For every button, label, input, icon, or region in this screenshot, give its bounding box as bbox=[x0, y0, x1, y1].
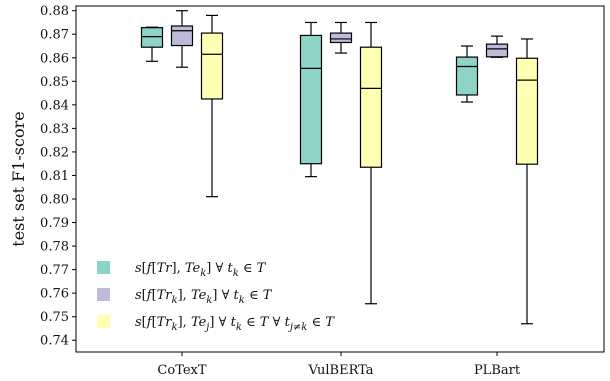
box-3-vulberta bbox=[359, 21, 383, 305]
box-iqr bbox=[485, 43, 509, 58]
y-tick-label: 0.86 bbox=[40, 51, 69, 66]
y-axis-label: test set F1-score bbox=[9, 111, 28, 246]
box-iqr bbox=[515, 57, 539, 165]
y-tick-label: 0.83 bbox=[40, 122, 69, 137]
legend-label: s[f[Trk​], Tek​] ∀ tk​ ∈ T bbox=[135, 288, 273, 306]
y-tick-label: 0.75 bbox=[40, 310, 69, 325]
box-iqr bbox=[170, 25, 194, 47]
legend-swatch bbox=[97, 315, 110, 328]
x-tick-label: CoTexT bbox=[157, 363, 206, 378]
box-1-cotext bbox=[140, 26, 164, 62]
x-tick-label: VulBERTa bbox=[307, 363, 373, 378]
legend-label: s[f[Tr], Tek​] ∀ tk​ ∈ T bbox=[135, 261, 267, 279]
box-iqr bbox=[359, 46, 383, 168]
box-iqr bbox=[140, 27, 164, 48]
box-groups bbox=[140, 10, 539, 325]
box-iqr bbox=[299, 34, 323, 165]
y-tick-label: 0.76 bbox=[40, 287, 69, 302]
box-2-vulberta bbox=[329, 21, 353, 54]
y-axis-ticks: 0.74 0.75 0.76 0.77 0.78 0.79 0.80 0.81 0.82 0.83… bbox=[40, 4, 76, 349]
y-tick-label: 0.84 bbox=[40, 98, 69, 113]
y-tick-label: 0.87 bbox=[40, 28, 69, 43]
box-2-cotext bbox=[170, 10, 194, 68]
box-iqr bbox=[329, 32, 353, 44]
y-tick-label: 0.88 bbox=[40, 4, 69, 19]
box-1-plbart bbox=[455, 45, 479, 103]
y-tick-label: 0.74 bbox=[40, 334, 69, 349]
x-tick-label: PLBart bbox=[474, 363, 521, 378]
plot-area-frame bbox=[75, 5, 605, 353]
y-tick-label: 0.78 bbox=[40, 240, 69, 255]
box-2-plbart bbox=[485, 35, 509, 58]
box-iqr bbox=[200, 32, 224, 100]
y-tick-label: 0.79 bbox=[40, 216, 69, 231]
y-tick-label: 0.80 bbox=[40, 193, 69, 208]
y-tick-label: 0.81 bbox=[40, 169, 69, 184]
box-3-cotext bbox=[200, 14, 224, 198]
y-tick-label: 0.82 bbox=[40, 145, 69, 160]
legend: s[f[Tr], Tek​] ∀ tk​ ∈ T s[f[Trk​], Tek​]… bbox=[97, 261, 335, 333]
box-3-plbart bbox=[515, 38, 539, 325]
x-axis-ticks: CoTexT VulBERTa PLBart bbox=[157, 352, 521, 378]
box-iqr bbox=[455, 56, 479, 96]
box-1-vulberta bbox=[299, 21, 323, 178]
y-tick-label: 0.77 bbox=[40, 263, 69, 278]
y-tick-label: 0.85 bbox=[40, 75, 69, 90]
legend-swatch bbox=[97, 288, 110, 301]
legend-swatch bbox=[97, 261, 110, 274]
legend-label: s[f[Trk​], Tej​] ∀ tk​ ∈ T ∀ tj≠k​ ∈ T bbox=[135, 315, 335, 333]
